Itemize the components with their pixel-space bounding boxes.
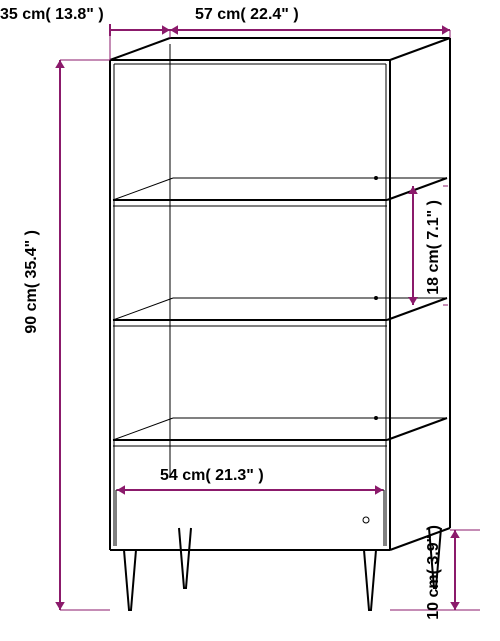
label-leg-height: 10 cm( 3.9" ) — [425, 525, 443, 620]
label-inner-width: 54 cm( 21.3" ) — [160, 467, 264, 485]
label-shelf-gap: 18 cm( 7.1" ) — [425, 200, 443, 295]
label-height: 90 cm( 35.4" ) — [23, 230, 41, 334]
label-depth: 35 cm( 13.8" ) — [0, 6, 104, 24]
label-width: 57 cm( 22.4" ) — [195, 6, 299, 24]
